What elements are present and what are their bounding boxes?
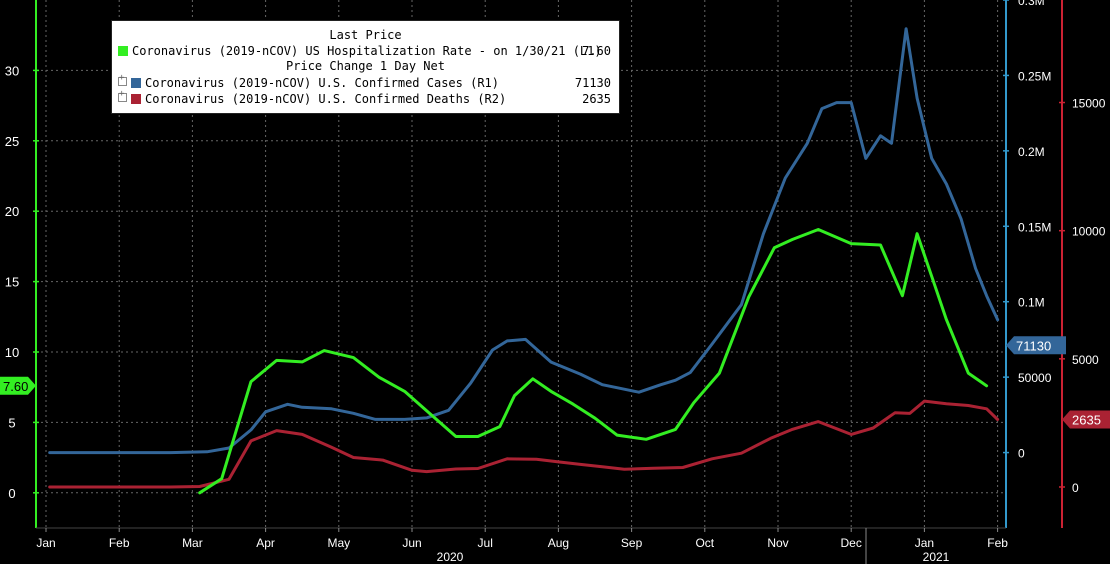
legend-label: Coronavirus (2019-nCOV) U.S. Confirmed C… (145, 76, 500, 90)
y-right1-tick-label: 0.25M (1018, 69, 1051, 83)
x-year-label: 2021 (923, 550, 950, 564)
green-swatch (118, 46, 128, 56)
blue-swatch (131, 78, 141, 88)
y-right2-tick-label: 0 (1072, 481, 1079, 495)
legend-label: Coronavirus (2019-nCOV) US Hospitalizati… (132, 44, 602, 58)
y-left-tick-label: 5 (8, 415, 15, 430)
legend-entry-cases[interactable]: Coronavirus (2019-nCOV) U.S. Confirmed C… (118, 73, 611, 91)
current-value-tag (1062, 410, 1110, 429)
x-tick-label: Dec (841, 536, 862, 550)
legend-value: 71130 (574, 76, 611, 90)
legend: Last Price Coronavirus (2019-nCOV) US Ho… (111, 20, 620, 114)
x-tick-label: Sep (621, 536, 643, 550)
x-tick-label: Jul (478, 536, 493, 550)
current-value-tag (0, 376, 36, 395)
legend-value: 7.60 (582, 44, 611, 58)
x-tick-label: Nov (767, 536, 788, 550)
current-value-text: 7.60 (3, 379, 28, 394)
x-tick-label: Feb (109, 536, 130, 550)
x-tick-label: May (327, 536, 350, 550)
y-right1-tick-label: 0.1M (1018, 296, 1045, 310)
y-right2-tick-label: 15000 (1072, 97, 1106, 111)
legend-value: 2635 (582, 92, 611, 106)
legend-label: Coronavirus (2019-nCOV) U.S. Confirmed D… (145, 92, 507, 106)
y-left-tick-label: 0 (8, 486, 15, 501)
current-value-text: 71130 (1016, 338, 1051, 353)
x-tick-label: Aug (548, 536, 569, 550)
x-tick-label: Jun (402, 536, 421, 550)
series-line (48, 27, 1000, 455)
x-tick-label: Feb (987, 536, 1008, 550)
y-left-tick-label: 15 (5, 275, 19, 290)
legend-entry-hospitalization: Coronavirus (2019-nCOV) US Hospitalizati… (118, 44, 611, 59)
y-right1-tick-label: 0.3M (1018, 0, 1045, 8)
y-left-tick-label: 10 (5, 345, 19, 360)
y-right1-tick-label: 50000 (1018, 371, 1052, 385)
y-left-tick-label: 30 (5, 63, 19, 78)
legend-entry-deaths[interactable]: Coronavirus (2019-nCOV) U.S. Confirmed D… (118, 89, 611, 107)
expand-icon[interactable] (118, 89, 127, 102)
legend-subheader: Price Change 1 Day Net (286, 59, 445, 73)
y-right1-tick-label: 0 (1018, 447, 1025, 461)
series-line (48, 399, 1000, 489)
x-tick-label: Apr (256, 536, 275, 550)
red-swatch (131, 94, 141, 104)
current-value-labels: 7.60 71130 2635 (0, 336, 1110, 429)
series-lines (48, 27, 1000, 495)
x-tick-label: Mar (182, 536, 203, 550)
expand-icon[interactable] (118, 73, 127, 86)
x-year-label: 2020 (437, 550, 464, 564)
x-tick-label: Jan (915, 536, 934, 550)
series-line (198, 228, 989, 495)
x-tick-label: Oct (695, 536, 714, 550)
x-tick-label: Jan (36, 536, 55, 550)
y-right2-tick-label: 10000 (1072, 225, 1106, 239)
y-left-tick-label: 25 (5, 134, 19, 149)
y-right1-tick-label: 0.15M (1018, 220, 1051, 234)
axes: 0510152025300500000.1M0.15M0.2M0.25M0.3M… (5, 0, 1106, 564)
current-value-text: 2635 (1072, 412, 1101, 427)
y-left-tick-label: 20 (5, 204, 19, 219)
y-right2-tick-label: 5000 (1072, 353, 1099, 367)
legend-header: Last Price (329, 28, 402, 42)
current-value-tag (1006, 336, 1066, 355)
y-right1-tick-label: 0.2M (1018, 145, 1045, 159)
